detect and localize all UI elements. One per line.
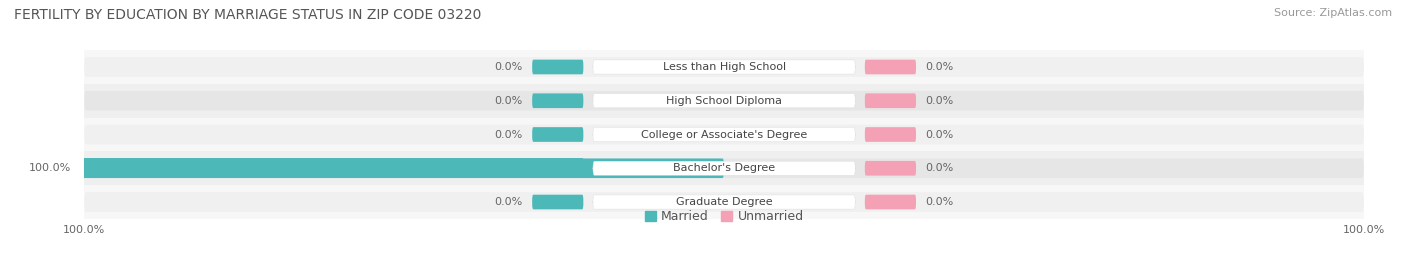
FancyBboxPatch shape xyxy=(84,91,1364,111)
Text: 0.0%: 0.0% xyxy=(925,163,953,173)
FancyBboxPatch shape xyxy=(593,60,855,74)
Bar xyxy=(84,185,1364,219)
Bar xyxy=(84,84,1364,118)
Text: Graduate Degree: Graduate Degree xyxy=(676,197,772,207)
Text: 0.0%: 0.0% xyxy=(925,197,953,207)
FancyBboxPatch shape xyxy=(533,60,583,74)
Text: 0.0%: 0.0% xyxy=(495,62,523,72)
FancyBboxPatch shape xyxy=(0,158,724,178)
FancyBboxPatch shape xyxy=(593,94,855,108)
Text: Bachelor's Degree: Bachelor's Degree xyxy=(673,163,775,173)
FancyBboxPatch shape xyxy=(533,195,583,209)
Bar xyxy=(84,118,1364,151)
Text: Less than High School: Less than High School xyxy=(662,62,786,72)
FancyBboxPatch shape xyxy=(84,125,1364,144)
FancyBboxPatch shape xyxy=(84,158,1364,178)
FancyBboxPatch shape xyxy=(593,128,855,141)
Text: 0.0%: 0.0% xyxy=(495,96,523,106)
FancyBboxPatch shape xyxy=(865,93,917,108)
Text: 0.0%: 0.0% xyxy=(925,96,953,106)
Text: College or Associate's Degree: College or Associate's Degree xyxy=(641,129,807,140)
FancyBboxPatch shape xyxy=(865,60,917,74)
Text: 0.0%: 0.0% xyxy=(495,197,523,207)
Text: 0.0%: 0.0% xyxy=(925,129,953,140)
FancyBboxPatch shape xyxy=(84,57,1364,77)
Text: 100.0%: 100.0% xyxy=(30,163,72,173)
Text: High School Diploma: High School Diploma xyxy=(666,96,782,106)
FancyBboxPatch shape xyxy=(84,192,1364,212)
FancyBboxPatch shape xyxy=(865,127,917,142)
Bar xyxy=(84,151,1364,185)
Legend: Married, Unmarried: Married, Unmarried xyxy=(640,205,808,228)
Text: Source: ZipAtlas.com: Source: ZipAtlas.com xyxy=(1274,8,1392,18)
FancyBboxPatch shape xyxy=(593,161,855,175)
FancyBboxPatch shape xyxy=(533,127,583,142)
FancyBboxPatch shape xyxy=(865,195,917,209)
Bar xyxy=(0,158,583,178)
FancyBboxPatch shape xyxy=(865,161,917,176)
FancyBboxPatch shape xyxy=(533,93,583,108)
Text: 0.0%: 0.0% xyxy=(495,129,523,140)
Text: FERTILITY BY EDUCATION BY MARRIAGE STATUS IN ZIP CODE 03220: FERTILITY BY EDUCATION BY MARRIAGE STATU… xyxy=(14,8,481,22)
FancyBboxPatch shape xyxy=(593,195,855,209)
Text: 0.0%: 0.0% xyxy=(925,62,953,72)
Bar xyxy=(84,50,1364,84)
